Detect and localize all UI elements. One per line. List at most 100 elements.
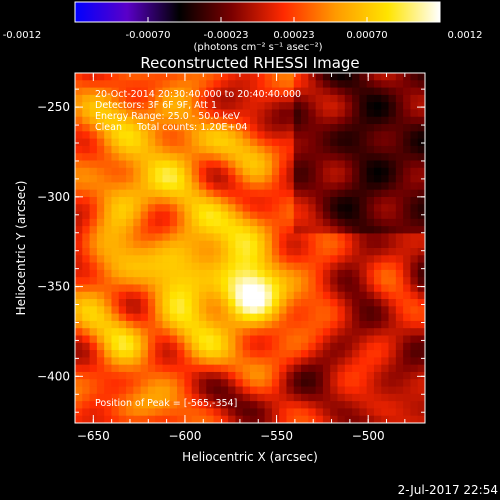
heatmap-cell [286,87,295,96]
heatmap-cell [315,371,324,380]
heatmap-cell [352,196,360,205]
heatmap-cell [220,255,229,263]
heatmap-cell [242,204,251,212]
heatmap-cell [126,218,134,227]
heatmap-cell [293,320,302,329]
heatmap-cell [206,306,214,315]
heatmap-cell [352,262,360,271]
heatmap-cell [410,240,419,249]
heatmap-cell [220,211,229,220]
heatmap-cell [111,386,120,395]
heatmap-cell [140,94,149,103]
heatmap-cell [352,291,360,300]
heatmap-cell [206,211,214,220]
heatmap-cell [381,335,389,344]
heatmap-cell [410,371,419,380]
heatmap-cell [337,109,346,118]
heatmap-cell [184,306,193,315]
heatmap-cell [213,320,222,329]
heatmap-cell [104,182,112,191]
heatmap-cell [213,102,222,110]
heatmap-cell [169,80,178,88]
heatmap-cell [359,313,368,322]
heatmap-cell [322,357,331,366]
heatmap-cell [147,415,156,423]
heatmap-cell [89,393,98,402]
heatmap-cell [104,94,112,103]
heatmap-cell [417,284,425,293]
heatmap-cell [155,320,163,329]
heatmap-cell [250,313,258,322]
heatmap-cell [271,248,280,256]
heatmap-cell [315,218,324,227]
heatmap-cell [352,124,360,132]
heatmap-cell [352,211,360,220]
heatmap-cell [301,350,309,358]
heatmap-cell [410,124,419,132]
heatmap-cell [417,350,425,358]
heatmap-cell [322,371,331,380]
heatmap-cell [89,87,98,96]
heatmap-cell [388,175,397,183]
heatmap-cell [403,350,411,358]
heatmap-cell [250,233,258,242]
heatmap-cell [162,357,171,366]
heatmap-cell [352,233,360,242]
heatmap-cell [373,131,382,140]
heatmap-cell [177,80,185,88]
heatmap-cell [133,240,142,249]
heatmap-cell [162,371,171,380]
heatmap-cell [322,204,331,212]
heatmap-cell [279,364,287,373]
heatmap-cell [75,320,83,329]
heatmap-cell [279,116,287,125]
heatmap-cell [89,320,98,329]
heatmap-cell [403,313,411,322]
heatmap-cell [330,182,338,191]
heatmap-cell [257,94,265,103]
heatmap-cell [140,320,149,329]
heatmap-cell [293,160,302,169]
heatmap-cell [206,80,214,88]
heatmap-cell [271,386,280,395]
heatmap-cell [403,175,411,183]
heatmap-cell [206,109,214,118]
heatmap-cell [344,116,353,125]
heatmap-cell [286,255,295,263]
heatmap-cell [82,73,90,81]
heatmap-cell [118,211,127,220]
heatmap-cell [235,357,244,366]
heatmap-cell [198,313,207,322]
heatmap-cell [162,299,171,307]
heatmap-cell [293,255,302,263]
heatmap-cell [410,386,419,395]
heatmap-cell [206,364,214,373]
heatmap-cell [388,277,397,285]
heatmap-cell [359,277,368,285]
heatmap-cell [250,175,258,183]
heatmap-cell [169,291,178,300]
heatmap-cell [228,94,236,103]
heatmap-cell [228,379,236,387]
heatmap-cell [162,342,171,351]
heatmap-cell [373,386,382,395]
heatmap-cell [352,218,360,227]
heatmap-cell [126,233,134,242]
heatmap-cell [330,248,338,256]
heatmap-cell [155,211,163,220]
heatmap-cell [191,240,200,249]
heatmap-cell [75,386,83,395]
heatmap-cell [410,248,419,256]
heatmap-cell [264,138,273,147]
heatmap-cell [89,102,98,110]
heatmap-cell [264,160,273,169]
heatmap-cell [337,145,346,154]
heatmap-cell [359,401,368,409]
heatmap-cell [235,73,244,81]
heatmap-cell [373,415,382,423]
heatmap-cell [293,393,302,402]
heatmap-cell [286,408,295,417]
heatmap-cell [111,226,120,234]
heatmap-cell [96,415,105,423]
heatmap-cell [220,189,229,198]
